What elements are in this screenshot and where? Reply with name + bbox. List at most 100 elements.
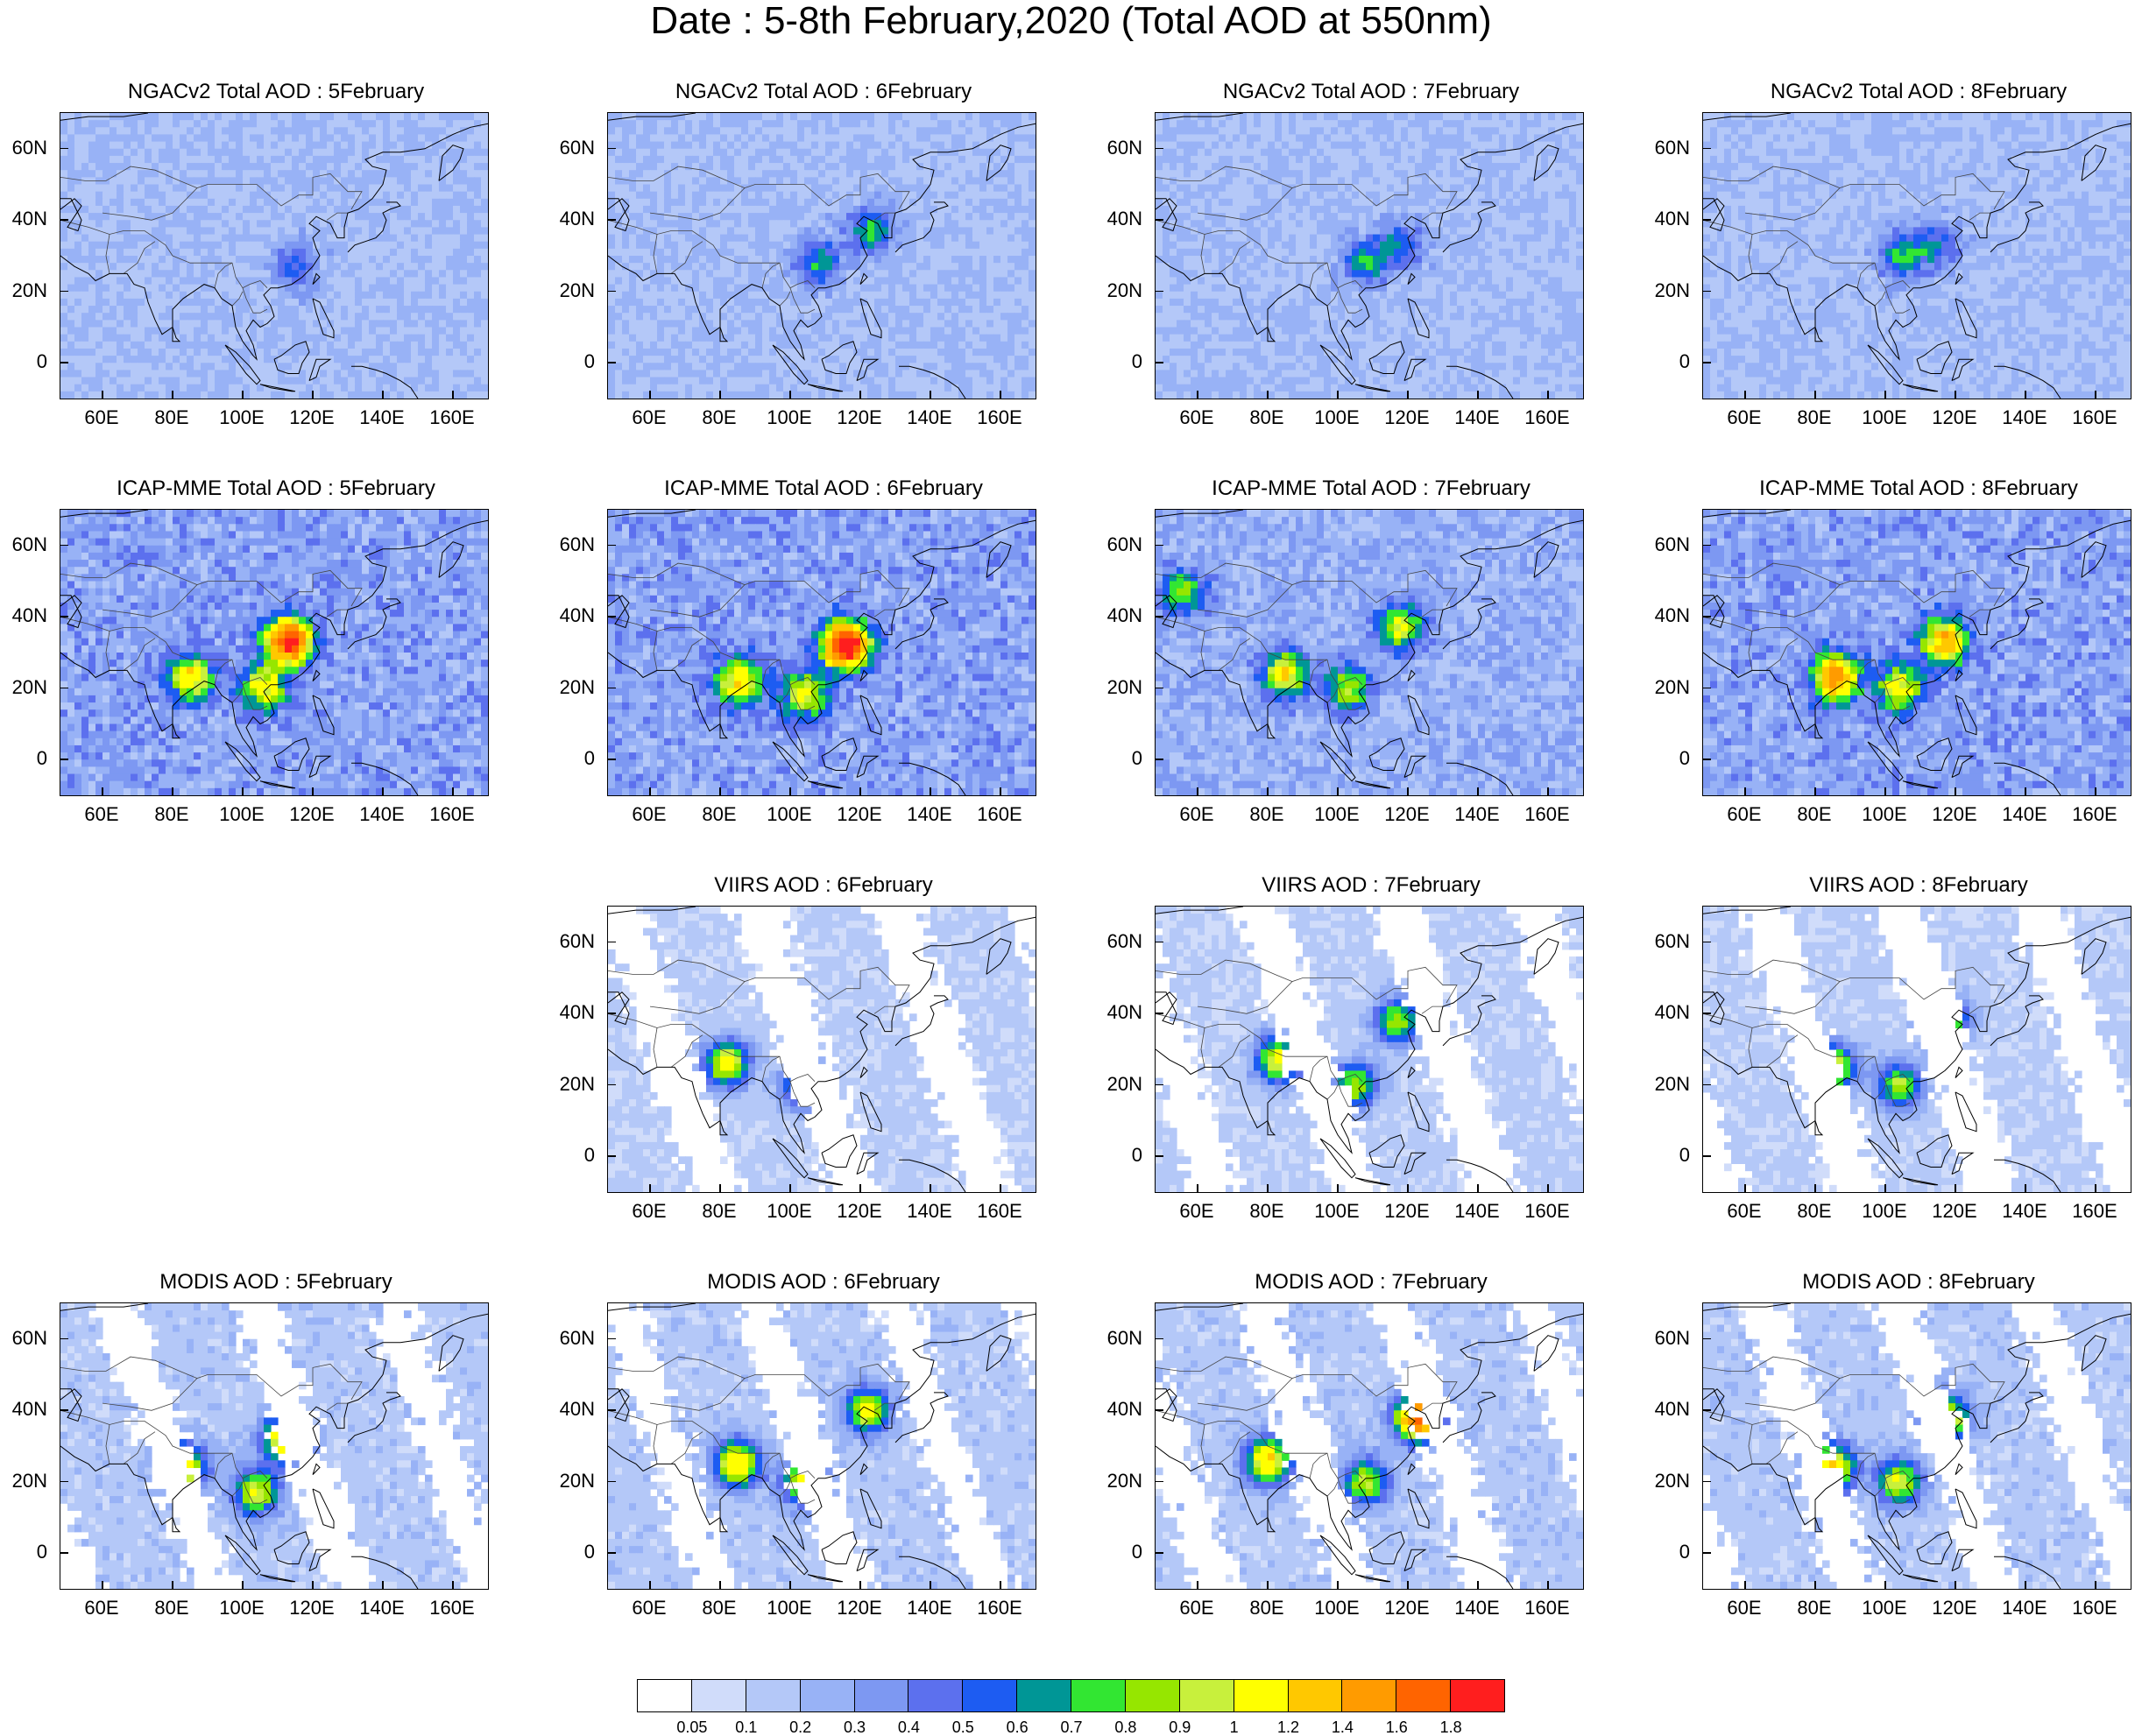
aod-cell — [306, 256, 314, 264]
lon-tick — [1000, 391, 1001, 399]
aod-cell — [250, 242, 258, 250]
aod-cell — [909, 142, 917, 150]
aod-cell — [124, 206, 131, 214]
aod-cell — [74, 170, 82, 178]
aod-cell — [776, 185, 784, 193]
aod-cell — [979, 363, 987, 370]
aod-cell — [867, 120, 875, 128]
aod-cell — [250, 113, 258, 121]
aod-cell — [320, 199, 328, 207]
aod-cell — [832, 313, 840, 321]
aod-cell — [222, 313, 230, 321]
aod-cell — [713, 177, 721, 185]
aod-cell — [88, 170, 96, 178]
aod-cell — [271, 242, 279, 250]
aod-cell — [236, 127, 244, 135]
aod-cell — [411, 356, 419, 363]
aod-cell — [727, 220, 735, 228]
aod-cell — [685, 199, 693, 207]
aod-cell — [692, 127, 700, 135]
aod-cell — [1014, 163, 1022, 171]
aod-cell — [937, 134, 945, 142]
aod-cell — [467, 328, 475, 335]
aod-cell — [194, 356, 201, 363]
aod-cell — [173, 149, 180, 157]
aod-cell — [797, 363, 805, 370]
aod-cell — [1007, 220, 1015, 228]
aod-cell — [229, 156, 237, 164]
aod-cell — [769, 335, 777, 342]
aod-cell — [124, 299, 131, 307]
aod-cell — [664, 263, 672, 271]
aod-cell — [320, 249, 328, 257]
aod-cell — [930, 392, 938, 399]
aod-cell — [930, 170, 938, 178]
aod-cell — [664, 349, 672, 356]
aod-cell — [95, 292, 103, 300]
aod-cell — [138, 134, 145, 142]
aod-cell — [685, 235, 693, 243]
aod-cell — [853, 134, 861, 142]
aod-cell — [972, 256, 980, 264]
aod-cell — [972, 192, 980, 200]
aod-cell — [986, 285, 994, 293]
aod-cell — [439, 256, 447, 264]
aod-cell — [804, 120, 812, 128]
aod-cell — [965, 127, 973, 135]
aod-cell — [874, 206, 882, 214]
aod-cell — [608, 349, 616, 356]
aod-cell — [769, 285, 777, 293]
aod-cell — [397, 285, 405, 293]
aod-cell — [60, 170, 68, 178]
aod-cell — [804, 142, 812, 150]
aod-cell — [60, 349, 68, 356]
aod-cell — [657, 156, 665, 164]
aod-cell — [131, 242, 138, 250]
aod-cell — [629, 127, 637, 135]
aod-cell — [692, 149, 700, 157]
aod-cell — [608, 299, 616, 307]
aod-cell — [110, 363, 117, 370]
aod-cell — [839, 142, 847, 150]
aod-cell — [727, 328, 735, 335]
aod-cell — [257, 306, 265, 314]
aod-cell — [979, 170, 987, 178]
aod-cell — [881, 328, 889, 335]
aod-cell — [320, 385, 328, 392]
aod-cell — [741, 313, 749, 321]
aod-cell — [790, 192, 798, 200]
aod-cell — [979, 313, 987, 321]
aod-cell — [334, 192, 342, 200]
aod-cell — [622, 156, 630, 164]
aod-cell — [404, 242, 412, 250]
aod-cell — [362, 292, 370, 300]
aod-cell — [1007, 356, 1015, 363]
aod-cell — [811, 335, 819, 342]
aod-cell — [334, 392, 342, 399]
aod-cell — [727, 185, 735, 193]
aod-cell — [299, 313, 307, 321]
aod-cell — [74, 342, 82, 349]
aod-cell — [650, 199, 658, 207]
aod-cell — [327, 263, 335, 271]
aod-cell — [720, 127, 728, 135]
aod-cell — [411, 199, 419, 207]
aod-cell — [895, 142, 903, 150]
aod-cell — [103, 363, 110, 370]
aod-cell — [706, 378, 714, 385]
aod-cell — [383, 249, 391, 257]
aod-cell — [958, 270, 966, 278]
aod-cell — [348, 349, 356, 356]
aod-cell — [369, 242, 377, 250]
aod-cell — [88, 156, 96, 164]
aod-cell — [755, 206, 763, 214]
aod-cell — [867, 270, 875, 278]
aod-cell — [1000, 270, 1008, 278]
aod-cell — [706, 363, 714, 370]
aod-cell — [81, 349, 89, 356]
aod-cell — [1007, 342, 1015, 349]
aod-cell — [832, 120, 840, 128]
aod-cell — [285, 206, 293, 214]
aod-cell — [103, 370, 110, 378]
aod-cell — [797, 328, 805, 335]
